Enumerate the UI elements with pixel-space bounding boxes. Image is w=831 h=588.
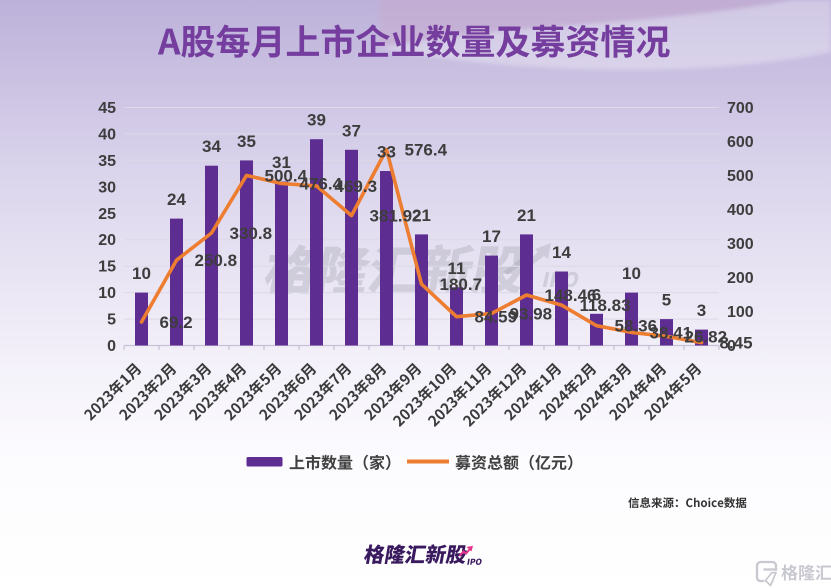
svg-text:34: 34 [202, 137, 221, 156]
svg-text:40: 40 [98, 126, 116, 143]
svg-text:576.4: 576.4 [405, 141, 448, 160]
svg-text:5: 5 [662, 291, 671, 310]
svg-text:469.3: 469.3 [335, 177, 378, 196]
svg-text:10: 10 [132, 264, 151, 283]
svg-text:21: 21 [517, 206, 536, 225]
svg-text:26.82: 26.82 [685, 327, 728, 346]
svg-text:37: 37 [342, 121, 361, 140]
svg-text:250.8: 250.8 [195, 251, 238, 270]
svg-text:300: 300 [727, 236, 754, 253]
svg-text:600: 600 [727, 134, 754, 151]
svg-text:39: 39 [307, 111, 326, 130]
svg-text:476.4: 476.4 [300, 175, 343, 194]
svg-text:500.4: 500.4 [265, 166, 308, 185]
svg-text:381.92: 381.92 [370, 207, 422, 226]
svg-text:118.83: 118.83 [580, 296, 631, 315]
svg-text:84.59: 84.59 [475, 308, 518, 327]
svg-text:14: 14 [552, 243, 571, 262]
svg-text:93.98: 93.98 [510, 305, 553, 324]
svg-text:58.36: 58.36 [615, 317, 658, 336]
svg-text:15: 15 [98, 259, 116, 276]
svg-text:10: 10 [622, 264, 641, 283]
svg-text:24: 24 [167, 190, 186, 209]
svg-text:11: 11 [448, 259, 466, 278]
svg-text:20: 20 [98, 232, 116, 249]
svg-text:21: 21 [412, 206, 431, 225]
svg-text:200: 200 [727, 270, 754, 287]
svg-text:25: 25 [98, 206, 116, 223]
svg-text:100: 100 [727, 304, 754, 321]
svg-text:10: 10 [98, 285, 116, 302]
svg-text:8.45: 8.45 [720, 334, 753, 353]
svg-text:35: 35 [237, 132, 256, 151]
svg-text:148.46: 148.46 [545, 286, 597, 305]
svg-text:0: 0 [727, 338, 736, 355]
svg-text:330.8: 330.8 [230, 224, 273, 243]
svg-text:69.2: 69.2 [160, 313, 193, 332]
svg-text:17: 17 [482, 227, 501, 246]
svg-text:38.41: 38.41 [650, 323, 693, 342]
svg-text:6: 6 [592, 285, 601, 304]
svg-text:45: 45 [98, 100, 116, 117]
svg-text:0: 0 [107, 338, 116, 355]
svg-text:400: 400 [727, 202, 754, 219]
svg-text:33: 33 [377, 143, 396, 162]
svg-text:180.7: 180.7 [440, 275, 483, 294]
svg-text:3: 3 [697, 301, 706, 320]
svg-text:5: 5 [107, 312, 116, 329]
svg-text:700: 700 [727, 100, 754, 117]
svg-text:500: 500 [727, 168, 754, 185]
svg-text:35: 35 [98, 153, 116, 170]
svg-text:30: 30 [98, 179, 116, 196]
svg-text:31: 31 [272, 153, 291, 172]
